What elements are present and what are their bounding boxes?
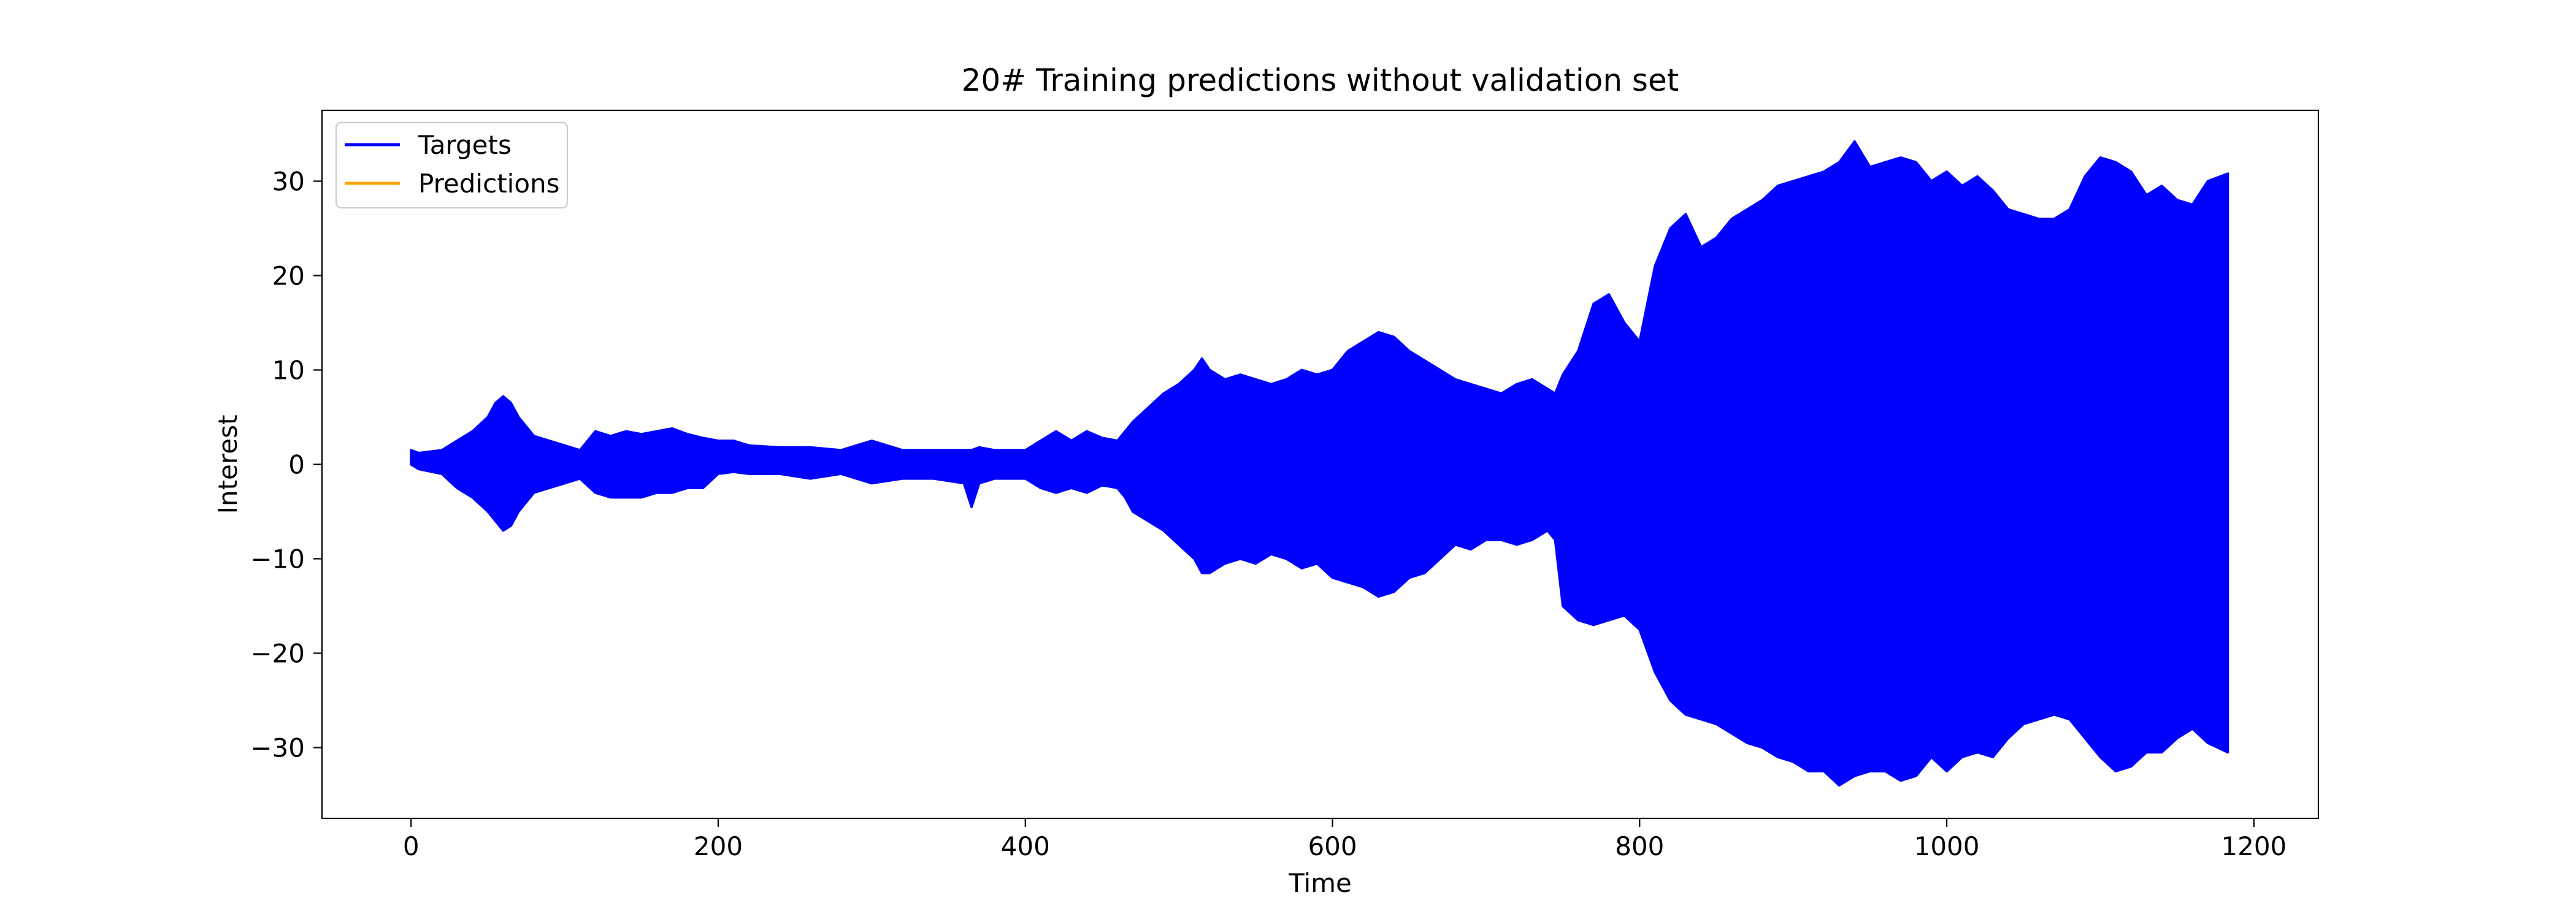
x-tick-label: 1000: [1914, 831, 1980, 861]
x-axis-label: Time: [1288, 868, 1352, 898]
legend: Targets Predictions: [335, 121, 569, 209]
y-tick-label: 0: [288, 450, 305, 480]
targets-series-envelope: [410, 140, 2229, 787]
legend-targets-label: Targets: [418, 130, 512, 160]
y-tick-label: −10: [250, 544, 305, 574]
x-axis: 0 200 400 600 800 1000 1200: [403, 818, 2287, 861]
y-tick-label: −20: [250, 639, 305, 669]
x-tick-label: 0: [403, 831, 420, 861]
x-tick-label: 600: [1308, 831, 1357, 861]
plot-area: [321, 109, 2320, 820]
y-axis-label: Interest: [213, 415, 243, 514]
series-layer: [410, 140, 2229, 787]
y-tick-label: 30: [272, 167, 305, 197]
x-tick-label: 800: [1615, 831, 1664, 861]
legend-predictions-label: Predictions: [418, 169, 560, 199]
x-tick-label: 400: [1001, 831, 1050, 861]
x-tick-label: 200: [694, 831, 743, 861]
y-tick-label: −30: [250, 733, 305, 763]
y-axis: −30 −20 −10 0 10 20 30: [250, 167, 322, 763]
chart-title: 20# Training predictions without validat…: [962, 63, 1679, 98]
y-tick-label: 10: [272, 356, 305, 386]
x-tick-label: 1200: [2221, 831, 2287, 861]
y-tick-label: 20: [272, 261, 305, 291]
